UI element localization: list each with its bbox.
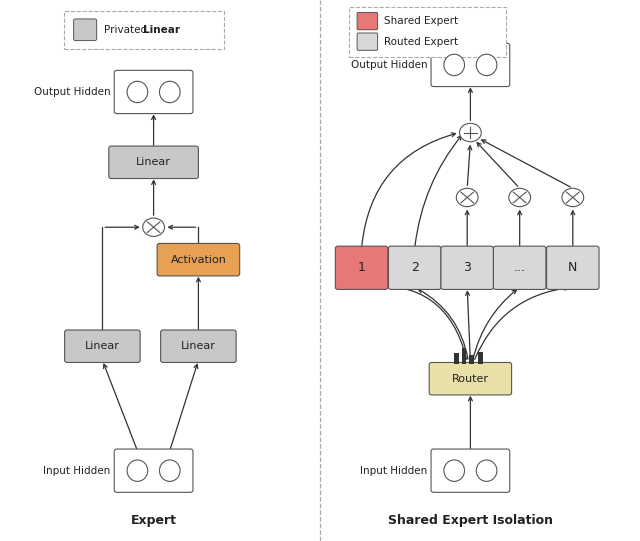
Ellipse shape — [476, 460, 497, 481]
Text: Routed Expert: Routed Expert — [384, 37, 458, 47]
Text: Privated: Privated — [104, 25, 150, 35]
Ellipse shape — [159, 81, 180, 103]
Text: Shared Expert Isolation: Shared Expert Isolation — [388, 514, 553, 527]
Text: N: N — [568, 261, 577, 274]
Bar — [479, 352, 483, 364]
Circle shape — [509, 188, 531, 207]
FancyBboxPatch shape — [64, 11, 224, 49]
Circle shape — [456, 188, 478, 207]
Text: Shared Expert: Shared Expert — [384, 16, 458, 26]
Text: Linear: Linear — [181, 341, 216, 351]
Ellipse shape — [159, 460, 180, 481]
Circle shape — [460, 123, 481, 142]
Text: 2: 2 — [411, 261, 419, 274]
FancyBboxPatch shape — [431, 449, 509, 492]
Bar — [462, 348, 466, 364]
Text: 3: 3 — [463, 261, 471, 274]
Bar — [454, 353, 459, 364]
Circle shape — [143, 218, 164, 236]
FancyBboxPatch shape — [109, 146, 198, 179]
Text: Linear: Linear — [143, 25, 180, 35]
Circle shape — [562, 188, 584, 207]
Ellipse shape — [444, 460, 465, 481]
Text: Output Hidden: Output Hidden — [351, 60, 428, 70]
FancyBboxPatch shape — [431, 43, 509, 87]
Text: 1: 1 — [358, 261, 365, 274]
FancyBboxPatch shape — [74, 19, 97, 41]
FancyBboxPatch shape — [114, 70, 193, 114]
FancyBboxPatch shape — [357, 12, 378, 30]
Text: Input Hidden: Input Hidden — [43, 466, 110, 476]
FancyBboxPatch shape — [349, 7, 506, 57]
Text: Input Hidden: Input Hidden — [360, 466, 428, 476]
FancyBboxPatch shape — [65, 330, 140, 362]
Text: Router: Router — [452, 374, 489, 384]
Text: Linear: Linear — [136, 157, 171, 167]
Ellipse shape — [444, 54, 465, 76]
Bar — [470, 355, 474, 364]
FancyBboxPatch shape — [547, 246, 599, 289]
FancyBboxPatch shape — [335, 246, 388, 289]
FancyBboxPatch shape — [441, 246, 493, 289]
FancyBboxPatch shape — [388, 246, 441, 289]
FancyBboxPatch shape — [357, 33, 378, 50]
Text: Activation: Activation — [170, 255, 227, 265]
Text: Linear: Linear — [85, 341, 120, 351]
Text: ...: ... — [514, 261, 525, 274]
FancyBboxPatch shape — [161, 330, 236, 362]
Ellipse shape — [127, 81, 148, 103]
FancyBboxPatch shape — [114, 449, 193, 492]
FancyBboxPatch shape — [157, 243, 240, 276]
Text: Output Hidden: Output Hidden — [34, 87, 110, 97]
FancyBboxPatch shape — [493, 246, 546, 289]
Ellipse shape — [127, 460, 148, 481]
Ellipse shape — [476, 54, 497, 76]
FancyBboxPatch shape — [429, 362, 511, 395]
Text: Expert: Expert — [131, 514, 177, 527]
